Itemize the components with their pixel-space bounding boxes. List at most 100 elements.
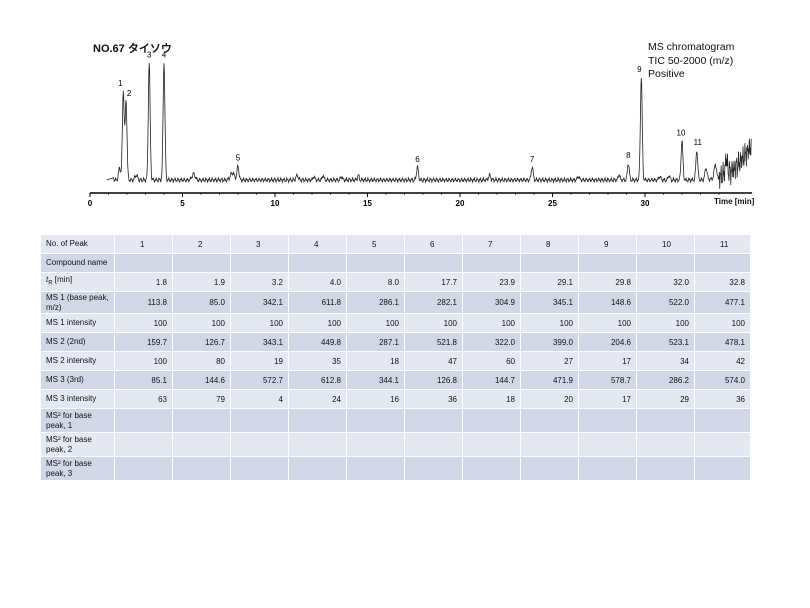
table-cell: [405, 409, 462, 432]
chromatogram-trace: [106, 63, 752, 189]
x-tick-label: 25: [548, 199, 557, 208]
column-header: 11: [695, 235, 750, 253]
table-cell: [347, 457, 404, 480]
table-cell: 343.1: [231, 333, 288, 351]
x-tick-label: 0: [88, 199, 93, 208]
table-cell: 100: [289, 314, 346, 332]
table-cell: 29.8: [579, 273, 636, 291]
table-cell: 35: [289, 352, 346, 370]
table-cell: 399.0: [521, 333, 578, 351]
table-cell: [289, 433, 346, 456]
table-cell: [115, 457, 172, 480]
row-label: MS² for base peak, 2: [41, 433, 114, 456]
table-cell: [231, 254, 288, 272]
table-cell: [173, 409, 230, 432]
table-cell: [405, 254, 462, 272]
table-cell: 344.1: [347, 371, 404, 389]
table-cell: 522.0: [637, 292, 694, 313]
column-header: No. of Peak: [41, 235, 114, 253]
table-cell: 18: [463, 390, 520, 408]
table-cell: [637, 433, 694, 456]
table-cell: 471.9: [521, 371, 578, 389]
table-row: MS 3 (3rd) 85.1 144.6 572.7 612.8 344.1 126.8 1…: [41, 371, 750, 389]
column-header: 5: [347, 235, 404, 253]
table-cell: [347, 409, 404, 432]
table-cell: [579, 457, 636, 480]
table-cell: [231, 409, 288, 432]
table-cell: 32.0: [637, 273, 694, 291]
table-cell: 100: [695, 314, 750, 332]
row-label-part: [min]: [52, 275, 73, 285]
table-cell: 100: [637, 314, 694, 332]
peak-table: No. of Peak 1 2 3 4 5 6 7 8 9 10 11 Compound name tR …: [40, 234, 751, 481]
table-cell: [347, 433, 404, 456]
table-cell: 144.6: [173, 371, 230, 389]
table-cell: [173, 433, 230, 456]
table-cell: [463, 254, 520, 272]
table-cell: 574.0: [695, 371, 750, 389]
table-cell: 287.1: [347, 333, 404, 351]
table-row: MS 1 intensity 100 100 100 100 100 100 100 100 10…: [41, 314, 750, 332]
row-label: Compound name: [41, 254, 114, 272]
table-row: tR [min] 1.8 1.9 3.2 4.0 8.0 17.7 23.9 29.1 29.8 3…: [41, 273, 750, 291]
column-header: 7: [463, 235, 520, 253]
info-line: TIC 50-2000 (m/z): [648, 54, 734, 67]
row-label-part: t: [46, 275, 49, 285]
table-cell: [637, 254, 694, 272]
table-cell: 100: [347, 314, 404, 332]
table-cell: [521, 409, 578, 432]
table-cell: 100: [231, 314, 288, 332]
table-cell: 32.8: [695, 273, 750, 291]
x-tick-label: 5: [180, 199, 185, 208]
x-axis-ticks: 0 5 10 15 20 25 30: [88, 193, 720, 208]
table-cell: 100: [521, 314, 578, 332]
table-cell: 1.8: [115, 273, 172, 291]
row-label: MS 1 intensity: [41, 314, 114, 332]
table-cell: [463, 409, 520, 432]
table-row: MS² for base peak, 2: [41, 433, 750, 456]
table-cell: 4: [231, 390, 288, 408]
column-header: 3: [231, 235, 288, 253]
table-cell: [405, 433, 462, 456]
table-cell: 1.9: [173, 273, 230, 291]
table-header-row: No. of Peak 1 2 3 4 5 6 7 8 9 10 11: [41, 235, 750, 253]
table-cell: [405, 457, 462, 480]
table-cell: 100: [405, 314, 462, 332]
table-cell: 17: [579, 352, 636, 370]
peak-label: 8: [626, 151, 631, 160]
table-cell: [115, 409, 172, 432]
table-cell: 85.0: [173, 292, 230, 313]
table-cell: [289, 254, 346, 272]
table-cell: [521, 433, 578, 456]
table-cell: 477.1: [695, 292, 750, 313]
table-cell: 85.1: [115, 371, 172, 389]
table-cell: [579, 433, 636, 456]
x-axis-title: Time [min]: [714, 197, 755, 206]
table-cell: 19: [231, 352, 288, 370]
table-cell: 36: [405, 390, 462, 408]
row-label-subscript: R: [48, 280, 53, 287]
table-cell: [695, 457, 750, 480]
table-cell: [463, 457, 520, 480]
table-cell: 612.8: [289, 371, 346, 389]
table-cell: 100: [579, 314, 636, 332]
table-cell: 322.0: [463, 333, 520, 351]
peak-label: 9: [637, 65, 642, 74]
table-cell: [289, 409, 346, 432]
peak-label: 3: [147, 50, 152, 59]
table-cell: 100: [115, 314, 172, 332]
row-label: MS 1 (base peak, m/z): [41, 292, 114, 313]
table-cell: 100: [463, 314, 520, 332]
table-cell: 523.1: [637, 333, 694, 351]
table-cell: [579, 409, 636, 432]
table-cell: 8.0: [347, 273, 404, 291]
column-header: 9: [579, 235, 636, 253]
peak-label: 11: [694, 138, 703, 147]
table-cell: 23.9: [463, 273, 520, 291]
info-line: Positive: [648, 68, 685, 80]
peak-label: 7: [530, 155, 535, 164]
table-cell: 611.8: [289, 292, 346, 313]
row-label: MS² for base peak, 1: [41, 409, 114, 432]
table-cell: 345.1: [521, 292, 578, 313]
table-row: MS 1 (base peak, m/z) 113.8 85.0 342.1 611.8…: [41, 292, 750, 313]
